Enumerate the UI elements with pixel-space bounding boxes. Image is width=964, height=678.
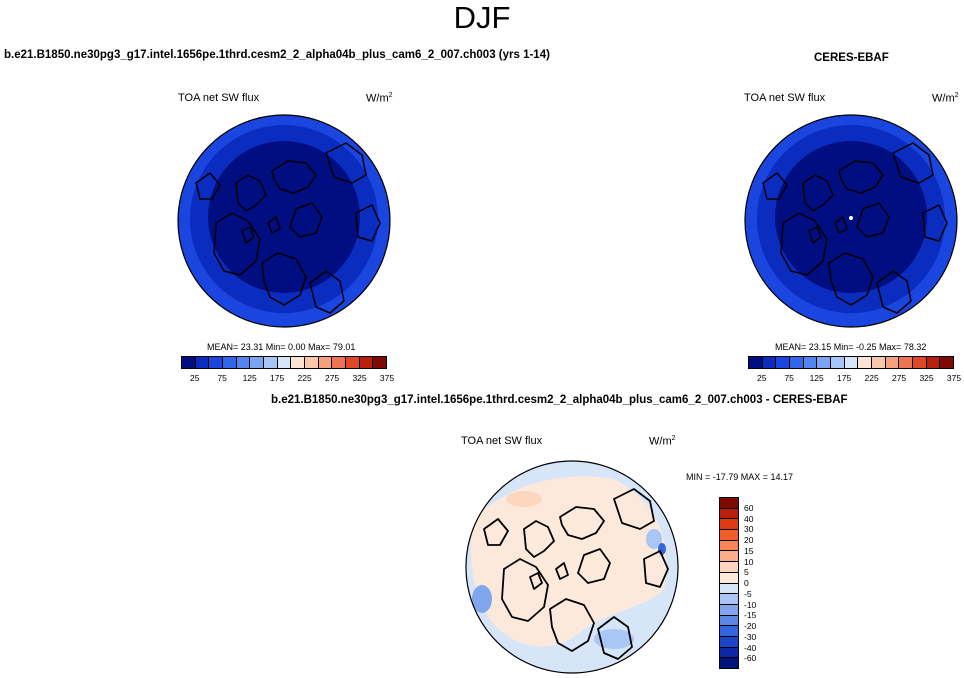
diff-colorbar-tick-label: -20 [744, 621, 757, 631]
model-colorbar-ticks: 25 75 125 175 225 275 325 375 [181, 373, 394, 385]
diff-colorbar-tick-label: 60 [744, 502, 754, 513]
diff-panel-label: TOA net SW flux [461, 435, 543, 447]
obs-colorbar-swatch [803, 357, 818, 368]
diff-colorbar-tick-label: -15 [744, 610, 757, 621]
obs-colorbar [748, 356, 954, 369]
obs-colorbar-tick-label: 125 [809, 373, 824, 383]
diff-colorbar-tick-label: 0 [744, 578, 749, 588]
obs-colorbar-swatch [776, 357, 791, 368]
obs-colorbar-tick-label: 225 [864, 373, 879, 383]
diff-colorbar-swatch [720, 615, 738, 627]
diff-colorbar-tick-label: 5 [744, 567, 749, 578]
model-colorbar-swatch [291, 357, 306, 368]
obs-stats: MEAN= 23.15 Min= -0.25 Max= 78.32 [775, 342, 927, 352]
model-colorbar-tick-label: 275 [324, 373, 340, 383]
model-panel-label: TOA net SW flux [178, 92, 260, 104]
diff-colorbar-tick-label: -60 [744, 653, 757, 664]
model-colorbar-swatch [318, 357, 333, 368]
obs-colorbar-swatch [899, 357, 914, 368]
model-colorbar-tick-label: 225 [297, 373, 312, 383]
model-colorbar-swatch [223, 357, 237, 368]
obs-colorbar-tick-label: 75 [784, 373, 794, 383]
obs-colorbar-swatch [749, 357, 763, 368]
diff-colorbar-tick-label: -40 [744, 642, 757, 653]
model-colorbar-swatch [332, 357, 347, 368]
diff-unit: W/m2 [649, 435, 676, 448]
diff-colorbar-swatch [720, 636, 738, 648]
diff-colorbar [719, 497, 739, 669]
obs-colorbar-tick-label: 325 [919, 373, 934, 383]
model-colorbar-swatch [305, 357, 319, 368]
model-colorbar-tick-label: 75 [217, 373, 227, 383]
obs-colorbar-swatch [790, 357, 804, 368]
obs-polar-map [744, 114, 958, 328]
diff-colorbar-tick-label: 40 [744, 513, 754, 524]
model-colorbar-tick-label: 375 [379, 373, 395, 383]
diff-colorbar-swatch [720, 604, 738, 616]
diff-colorbar-tick-label: 10 [744, 556, 754, 567]
diff-colorbar-swatch [720, 562, 738, 573]
diff-colorbar-swatch [720, 647, 738, 659]
obs-colorbar-tick-label: 25 [756, 373, 767, 383]
diff-colorbar-tick-label: 20 [744, 535, 754, 545]
model-colorbar-tick-label: 25 [189, 373, 200, 383]
diff-colorbar-tick-label: -30 [744, 631, 757, 642]
model-stats: MEAN= 23.31 Min= 0.00 Max= 79.01 [207, 342, 356, 352]
diff-colorbar-swatch [720, 498, 738, 509]
diff-colorbar-tick-label: 15 [744, 545, 754, 556]
model-colorbar-swatch [277, 357, 292, 368]
diff-colorbar-swatch [720, 583, 738, 595]
diff-colorbar-swatch [720, 572, 738, 584]
diff-polar-map [465, 460, 679, 674]
obs-colorbar-swatch [940, 357, 954, 368]
diff-title: b.e21.B1850.ne30pg3_g17.intel.1656pe.1th… [271, 394, 848, 406]
diff-minmax: MIN = -17.79 MAX = 14.17 [686, 472, 794, 482]
model-colorbar-tick-label: 325 [352, 373, 367, 383]
model-unit: W/m2 [366, 92, 393, 105]
diff-colorbar-swatch [720, 540, 738, 552]
model-colorbar-tick-label: 175 [270, 373, 285, 383]
obs-colorbar-swatch [858, 357, 873, 368]
figure-title: DJF [453, 0, 511, 35]
model-colorbar-swatch [264, 357, 278, 368]
obs-colorbar-ticks: 25 75 125 175 225 275 325 375 [748, 373, 961, 385]
model-polar-map [177, 114, 391, 328]
obs-colorbar-tick-label: 175 [837, 373, 852, 383]
model-colorbar-swatch [346, 357, 360, 368]
model-colorbar-swatch [195, 357, 210, 368]
model-case-title: b.e21.B1850.ne30pg3_g17.intel.1656pe.1th… [4, 49, 550, 61]
model-colorbar-tick-label: 125 [242, 373, 257, 383]
obs-colorbar-tick-label: 375 [946, 373, 962, 383]
model-colorbar-swatch [182, 357, 196, 368]
obs-title: CERES-EBAF [814, 52, 889, 64]
diff-colorbar-tick-label: 30 [744, 524, 754, 535]
diff-colorbar-swatch [720, 658, 738, 668]
obs-colorbar-swatch [762, 357, 777, 368]
diff-colorbar-swatch [720, 551, 738, 563]
diff-colorbar-swatch [720, 626, 738, 637]
diff-colorbar-tick-label: -10 [744, 599, 757, 610]
obs-panel-label: TOA net SW flux [744, 92, 826, 104]
obs-colorbar-swatch [817, 357, 832, 368]
model-colorbar-swatch [209, 357, 224, 368]
obs-colorbar-swatch [913, 357, 927, 368]
obs-colorbar-swatch [831, 357, 845, 368]
model-colorbar-swatch [373, 357, 387, 368]
diff-colorbar-swatch [720, 530, 738, 541]
obs-colorbar-tick-label: 275 [891, 373, 907, 383]
obs-colorbar-swatch [926, 357, 941, 368]
diff-colorbar-swatch [720, 519, 738, 531]
diff-colorbar-swatch [720, 594, 738, 605]
model-colorbar-swatch [236, 357, 251, 368]
obs-unit: W/m2 [932, 92, 959, 105]
model-colorbar-swatch [359, 357, 374, 368]
model-colorbar [181, 356, 387, 369]
obs-colorbar-swatch [872, 357, 886, 368]
model-colorbar-swatch [250, 357, 265, 368]
obs-colorbar-swatch [844, 357, 859, 368]
diff-colorbar-tick-label: -5 [744, 588, 752, 599]
diff-colorbar-ticks: 60 40 30 20 15 10 5 0 -5 -10 -15 -20 -30 -40 -60 [744, 497, 774, 669]
obs-colorbar-swatch [885, 357, 900, 368]
diff-colorbar-swatch [720, 508, 738, 520]
